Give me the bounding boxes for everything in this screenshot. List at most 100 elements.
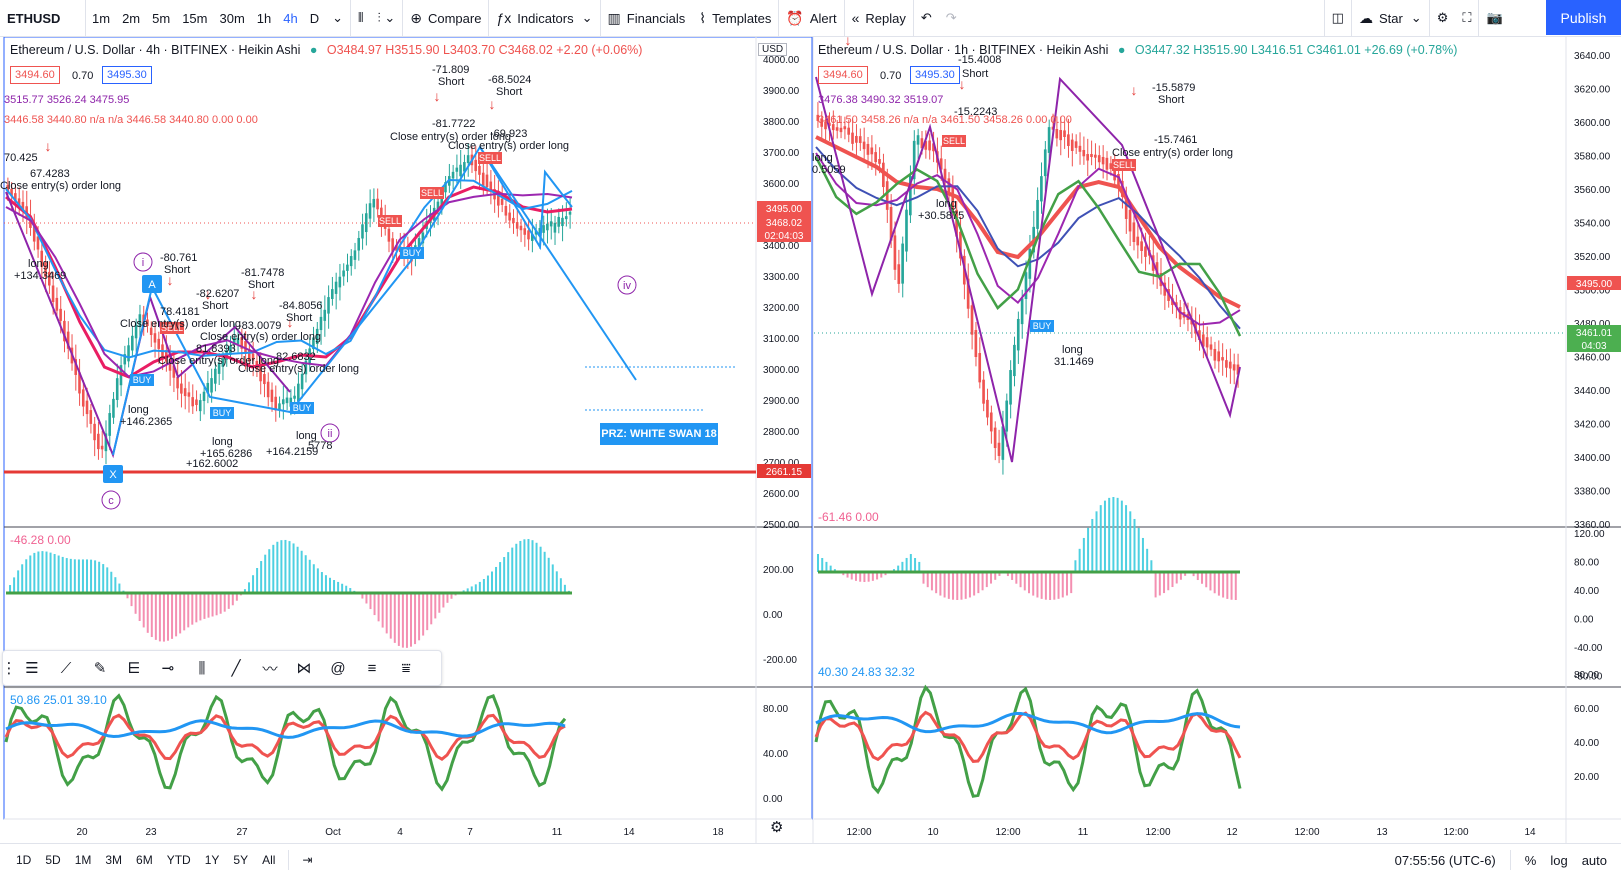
divider bbox=[843, 0, 845, 37]
right-candle bbox=[851, 132, 854, 144]
price-tick-label: 2700.00 bbox=[763, 458, 800, 469]
chart-area[interactable]: 4000.00 3900.00 3800.00 3700.00 3600.00 3500.… bbox=[0, 37, 1621, 843]
wave-icon[interactable]: 〰 bbox=[262, 660, 278, 678]
price-tick-label: 3600.00 bbox=[763, 179, 800, 190]
range-6m[interactable]: 6M bbox=[136, 852, 153, 867]
right-candle bbox=[1016, 318, 1020, 351]
market-status-dot: ● bbox=[1117, 43, 1126, 57]
range-5d[interactable]: 5D bbox=[45, 852, 61, 867]
interval-15m[interactable]: 15m bbox=[182, 10, 208, 26]
fib-icon[interactable]: ≡ bbox=[367, 659, 377, 677]
pattern-icon[interactable]: ⋈ bbox=[296, 660, 312, 677]
range-5y[interactable]: 5Y bbox=[233, 852, 249, 867]
left-candle bbox=[436, 201, 440, 211]
interval-30m[interactable]: 30m bbox=[219, 10, 245, 26]
range-1m[interactable]: 1M bbox=[74, 852, 92, 867]
left-candle bbox=[176, 377, 179, 389]
left-candle bbox=[232, 337, 236, 345]
star-button[interactable]: ☁ Star ⌄ bbox=[1352, 0, 1429, 37]
bar-style-icon[interactable]: ⫴ bbox=[358, 10, 364, 25]
bottom-toolbar: 1D 5D 1M 3M 6M YTD 1Y 5Y All ⇥ 07:55:56 … bbox=[0, 843, 1621, 875]
left-candle bbox=[40, 250, 44, 267]
compare-button[interactable]: ⊕ Compare bbox=[403, 0, 488, 37]
chart-settings-gear-icon[interactable]: ⚙ bbox=[770, 819, 784, 836]
right-candle bbox=[978, 353, 982, 383]
right-ask-button[interactable]: 3495.30 bbox=[910, 66, 960, 84]
sell-signal: SELL bbox=[943, 136, 965, 146]
time-tick-label: 11 bbox=[552, 827, 563, 838]
indicators-button[interactable]: ƒx Indicators ⌄ bbox=[489, 0, 599, 37]
symbol-search[interactable]: ETHUSD bbox=[0, 0, 86, 37]
fullscreen-icon[interactable]: ⛶ bbox=[1462, 10, 1472, 25]
publish-button[interactable]: Publish bbox=[1546, 0, 1621, 35]
support-price-label: 2661.15 bbox=[766, 467, 803, 478]
interval-4h[interactable]: 4h bbox=[283, 10, 298, 26]
interval-1h[interactable]: 1h bbox=[256, 10, 272, 26]
goto-date-icon[interactable]: ⇥ bbox=[302, 852, 313, 867]
left-candle bbox=[202, 391, 206, 402]
trade-label: long bbox=[1062, 344, 1083, 356]
camera-icon[interactable]: 📷 bbox=[1486, 10, 1503, 25]
left-candle bbox=[564, 216, 568, 220]
clock-time[interactable]: 07:55:56 (UTC-6) bbox=[1394, 852, 1496, 868]
replay-button[interactable]: « Replay bbox=[845, 0, 913, 37]
divider bbox=[1478, 0, 1480, 37]
left-candle bbox=[542, 225, 545, 233]
candle-style-icon[interactable]: ⫶ ⌄ bbox=[377, 10, 396, 25]
horizontal-ray-icon[interactable]: ⊸ bbox=[161, 660, 175, 677]
alert-button[interactable]: ⏰ Alert bbox=[779, 0, 843, 37]
right-candle bbox=[878, 159, 881, 164]
log-toggle[interactable]: log bbox=[1550, 852, 1568, 868]
trade-label: Short bbox=[1158, 94, 1185, 106]
interval-5m[interactable]: 5m bbox=[152, 10, 171, 26]
spiral-icon[interactable]: @ bbox=[330, 659, 346, 677]
left-bid-button[interactable]: 3494.60 bbox=[10, 66, 60, 84]
trendline-icon[interactable]: ╱ bbox=[231, 660, 241, 677]
left-candle bbox=[44, 262, 47, 277]
trade-label: Close entry(s) order long bbox=[448, 140, 570, 152]
undo-icon[interactable]: ↶ bbox=[920, 10, 932, 25]
left-indicator-values-2: 3446.58 3440.80 n/a n/a 3446.58 3440.80 … bbox=[4, 114, 258, 126]
interval-d[interactable]: D bbox=[309, 10, 320, 26]
templates-button[interactable]: ⌇ Templates bbox=[692, 0, 778, 37]
lines-icon[interactable]: ☰ bbox=[25, 660, 39, 677]
auto-toggle[interactable]: auto bbox=[1581, 852, 1607, 868]
vertical-lines-icon[interactable]: ⫼ bbox=[198, 659, 206, 677]
range-all[interactable]: All bbox=[262, 852, 276, 867]
right-bid-button[interactable]: 3494.60 bbox=[818, 66, 868, 84]
price-tick-label: 3800.00 bbox=[763, 117, 800, 128]
countdown-label-bg bbox=[1567, 338, 1621, 352]
right-candle bbox=[1117, 173, 1120, 186]
drag-handle-icon[interactable]: ⋮ bbox=[1, 660, 17, 677]
redo-icon[interactable]: ↷ bbox=[945, 10, 957, 25]
right-candle bbox=[974, 330, 978, 358]
prz-label: PRZ: WHITE SWAN 18 bbox=[600, 423, 718, 445]
price-tick-label: 2900.00 bbox=[763, 396, 800, 407]
right-candle bbox=[989, 412, 993, 432]
percent-toggle[interactable]: % bbox=[1524, 852, 1537, 868]
left-ask-button[interactable]: 3495.30 bbox=[102, 66, 152, 84]
left-candle bbox=[561, 217, 564, 227]
price-tick-label: 3600.00 bbox=[1574, 118, 1611, 129]
left-candle bbox=[112, 398, 115, 418]
layout-icon[interactable]: ◫ bbox=[1331, 10, 1344, 25]
range-ytd[interactable]: YTD bbox=[166, 852, 191, 867]
financials-button[interactable]: ▥ Financials bbox=[601, 0, 693, 37]
templates-icon: ⌇ bbox=[699, 9, 707, 26]
gear-icon[interactable]: ⚙ bbox=[1436, 10, 1449, 25]
interval-1m[interactable]: 1m bbox=[92, 10, 111, 26]
abc-pattern-icon[interactable]: ⟋ bbox=[60, 659, 72, 677]
currency-dropdown[interactable]: USD bbox=[758, 43, 788, 56]
trade-label: -68.5024 bbox=[488, 74, 532, 86]
range-1d[interactable]: 1D bbox=[16, 852, 32, 867]
left-candle bbox=[512, 217, 515, 224]
interval-2m[interactable]: 2m bbox=[122, 10, 141, 26]
channel-icon[interactable]: ⋿ bbox=[127, 660, 141, 677]
trade-label: -83.0079 bbox=[238, 320, 282, 332]
gann-icon[interactable]: ⩸ bbox=[401, 659, 411, 677]
range-1y[interactable]: 1Y bbox=[204, 852, 220, 867]
interval-dropdown-icon[interactable]: ⌄ bbox=[332, 10, 344, 25]
range-3m[interactable]: 3M bbox=[105, 852, 123, 867]
macd-tick-label: 120.00 bbox=[1574, 529, 1605, 540]
pencil-icon[interactable]: ✎ bbox=[93, 660, 107, 677]
